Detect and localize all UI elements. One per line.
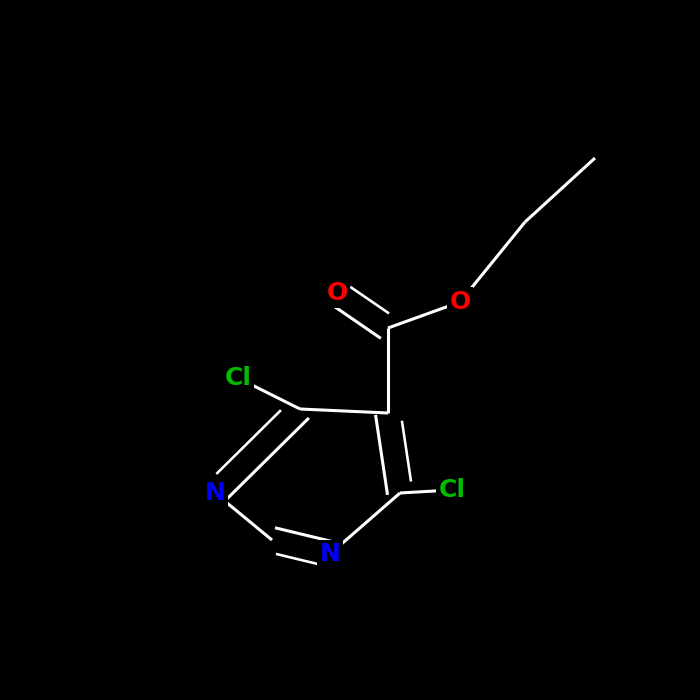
Text: O: O <box>449 290 470 314</box>
Text: Cl: Cl <box>438 478 466 502</box>
Text: N: N <box>320 542 340 566</box>
Text: Cl: Cl <box>225 366 251 390</box>
Text: N: N <box>204 481 225 505</box>
Text: O: O <box>326 281 348 305</box>
